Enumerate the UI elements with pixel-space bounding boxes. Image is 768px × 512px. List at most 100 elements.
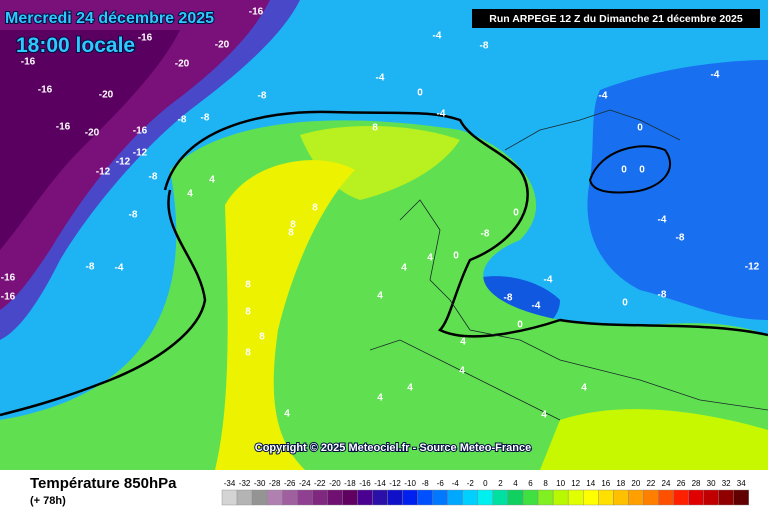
contour-label: 4 [209, 175, 215, 186]
legend-swatch [613, 489, 629, 506]
legend-label: -22 [314, 479, 326, 488]
contour-label: 8 [312, 203, 318, 214]
contour-label: -12 [96, 167, 111, 178]
legend-label: 0 [483, 479, 488, 488]
contour-label: 8 [245, 307, 251, 318]
legend-label: 4 [513, 479, 518, 488]
legend-label: -14 [374, 479, 386, 488]
legend-swatch [688, 489, 704, 506]
legend-label: 24 [662, 479, 671, 488]
legend-label: -26 [284, 479, 296, 488]
contour-label: 8 [245, 348, 251, 359]
contour-label: 8 [290, 220, 296, 231]
legend-label: 20 [631, 479, 640, 488]
contour-label: 8 [372, 123, 378, 134]
legend-swatch [372, 489, 388, 506]
legend-label: 28 [692, 479, 701, 488]
contour-label: -4 [711, 70, 720, 81]
contour-label: -20 [215, 40, 230, 51]
legend-label: -12 [389, 479, 401, 488]
legend-swatch [327, 489, 343, 506]
contour-label: 0 [622, 298, 628, 309]
legend-label: 26 [677, 479, 686, 488]
contour-label: -4 [658, 215, 667, 226]
legend-label: -32 [239, 479, 251, 488]
contour-label: 4 [401, 263, 407, 274]
legend-label: -10 [404, 479, 416, 488]
footer-title: Température 850hPa [30, 475, 177, 492]
contour-label: 4 [377, 393, 383, 404]
contour-label: -4 [532, 301, 541, 312]
contour-label: -20 [99, 90, 114, 101]
contour-label: 4 [407, 383, 413, 394]
contour-labels: -16-16 -20-16-20 -16-8 -8-12-12-12 -8-8-8 -4-… [1, 7, 760, 421]
legend-swatch [567, 489, 584, 506]
legend-label: -34 [224, 479, 236, 488]
contour-label: -8 [676, 233, 685, 244]
contour-label: -12 [116, 157, 131, 168]
contour-label: 8 [259, 332, 265, 343]
legend-swatch [297, 489, 313, 506]
legend-swatch [477, 489, 494, 506]
legend-label: 6 [528, 479, 533, 488]
copyright: Copyright © 2025 Meteociel.fr - Source M… [255, 442, 531, 454]
contour-label: -8 [178, 115, 187, 126]
colorbar: -34 -32 -30 -28 -26 -24 -22 -20 -18 -16 -14 -12 -10-… [221, 479, 749, 506]
legend-swatch [522, 489, 539, 506]
legend-label: 34 [737, 479, 746, 488]
contour-label: 4 [187, 189, 193, 200]
contour-label: 0 [417, 88, 423, 99]
legend-swatch [492, 489, 509, 506]
legend-swatch [387, 489, 403, 506]
legend-label: -4 [452, 479, 460, 488]
legend-swatch [583, 489, 599, 506]
legend-swatch [312, 489, 328, 506]
contour-label: -4 [433, 31, 442, 42]
legend-swatch [628, 489, 644, 506]
legend-swatch [447, 489, 464, 506]
legend-label: -20 [329, 479, 341, 488]
legend-label: 16 [601, 479, 610, 488]
time: 18:00 locale [16, 34, 135, 57]
legend-swatch [673, 489, 689, 506]
contour-label: 4 [459, 366, 465, 377]
legend-swatch [703, 489, 719, 506]
contour-label: -20 [175, 59, 190, 70]
contour-label: 8 [245, 280, 251, 291]
contour-label: -16 [133, 126, 148, 137]
legend-label: -28 [269, 479, 281, 488]
legend-label: 22 [646, 479, 655, 488]
contour-label: 4 [541, 410, 547, 421]
contour-label: -8 [480, 41, 489, 52]
legend-label: 18 [616, 479, 625, 488]
contour-label: 4 [581, 383, 587, 394]
contour-label: 0 [639, 165, 645, 176]
legend-label: -6 [437, 479, 445, 488]
contour-label: -8 [129, 210, 138, 221]
contour-label: -4 [376, 73, 385, 84]
legend-swatch [643, 489, 659, 506]
legend-label: -2 [467, 479, 475, 488]
contour-label: -12 [133, 148, 148, 159]
contour-label: -8 [658, 290, 667, 301]
legend-swatch [658, 489, 674, 506]
contour-label: 0 [513, 208, 519, 219]
contour-label: 4 [427, 253, 433, 264]
contour-label: -8 [504, 293, 513, 304]
run: Run ARPEGE 12 Z du Dimanche 21 décembre … [489, 13, 743, 25]
legend-swatch [342, 489, 358, 506]
legend-label: 30 [707, 479, 716, 488]
contour-label: -16 [138, 33, 153, 44]
contour-label: 0 [517, 320, 523, 331]
contour-label: -8 [149, 172, 158, 183]
legend-swatch [718, 489, 734, 506]
contour-label: 0 [621, 165, 627, 176]
legend-swatch [266, 489, 283, 506]
footer-lead: (+ 78h) [30, 495, 66, 507]
legend-label: -18 [344, 479, 356, 488]
legend-swatch [357, 489, 373, 506]
contour-label: 8 [288, 228, 294, 239]
